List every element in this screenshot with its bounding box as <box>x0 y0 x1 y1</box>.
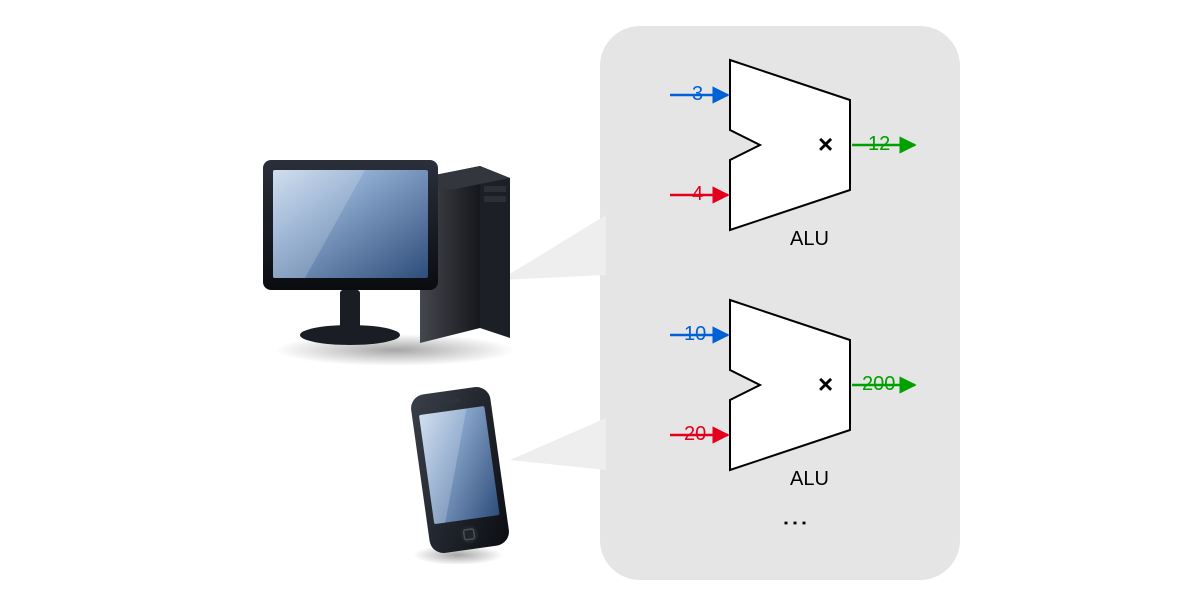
ellipsis-icon: ⋮ <box>780 510 811 538</box>
alu-input-b-value: 4 <box>692 183 703 206</box>
alu-output-value: 12 <box>868 133 890 156</box>
alu-input-b-value: 20 <box>684 423 706 446</box>
diagram-stage: 3 4 × 12 ALU 10 20 × <box>0 0 1200 600</box>
callout-from-phone <box>0 0 1200 600</box>
alu-input-a-value: 10 <box>684 323 706 346</box>
alu-operation: × <box>818 129 833 160</box>
alu-label: ALU <box>790 468 829 491</box>
desktop-computer-icon <box>255 150 535 370</box>
alu-block-top: 3 4 × 12 ALU <box>620 50 920 240</box>
smartphone-icon <box>400 380 520 580</box>
alu-input-a-value: 3 <box>692 83 703 106</box>
alu-operation: × <box>818 369 833 400</box>
alu-label: ALU <box>790 228 829 251</box>
alu-output-value: 200 <box>862 373 895 396</box>
alu-block-bottom: 10 20 × 200 ALU <box>620 290 920 480</box>
